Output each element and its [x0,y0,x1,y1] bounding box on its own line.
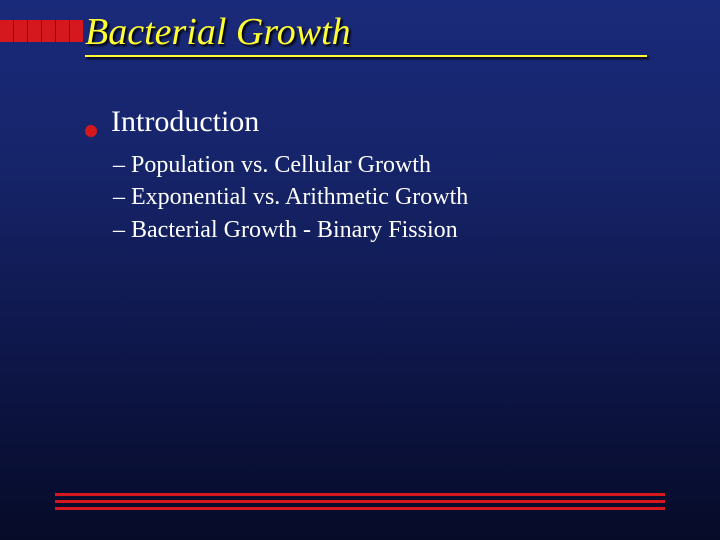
decor-block [70,20,83,42]
bullet-level2: –Population vs. Cellular Growth [113,149,670,181]
bullet-level2: –Bacterial Growth - Binary Fission [113,214,670,246]
slide-body: Introduction –Population vs. Cellular Gr… [85,105,670,246]
slide-title: Bacterial Growth [85,10,647,54]
dash-icon: – [113,184,125,210]
decor-block [42,20,55,42]
decor-line [55,493,665,496]
decor-block [28,20,41,42]
slide: Bacterial Growth Introduction –Populatio… [0,0,720,540]
decor-block [14,20,27,42]
decor-line [55,507,665,510]
dash-icon: – [113,152,125,178]
bullet-level2: –Exponential vs. Arithmetic Growth [113,181,670,213]
top-decor [0,20,83,42]
decor-block [0,20,13,42]
decor-line [55,500,665,503]
decor-block [56,20,69,42]
dash-icon: – [113,217,125,243]
bullet-level1-text: Introduction [111,105,259,139]
bottom-decor-lines [55,493,665,510]
bullet-level1: Introduction [85,105,670,139]
bullet-dot-icon [85,125,97,137]
bullet-level2-text: Population vs. Cellular Growth [131,152,431,178]
title-underline [85,55,647,57]
title-area: Bacterial Growth [85,10,647,57]
bullet-level2-text: Exponential vs. Arithmetic Growth [131,184,468,210]
bullet-level2-text: Bacterial Growth - Binary Fission [131,217,458,243]
bullet-level2-list: –Population vs. Cellular Growth –Exponen… [113,149,670,246]
